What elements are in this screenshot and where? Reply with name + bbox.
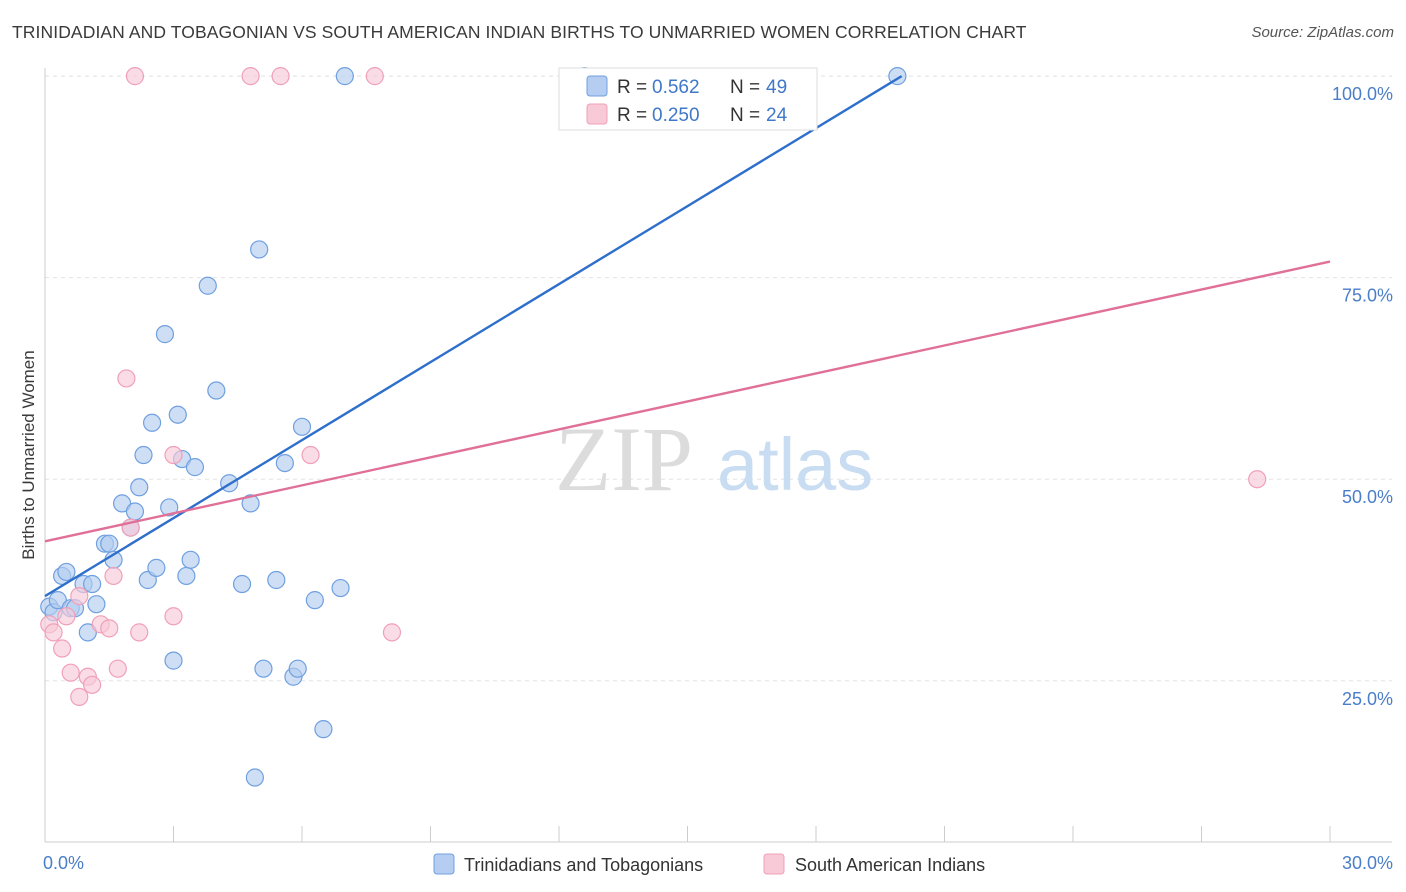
point-series-1-6 (70, 687, 89, 706)
point-series-0-17 (130, 478, 149, 497)
stats-r-value-blue: 0.562 (652, 77, 700, 98)
point-series-0-45 (331, 578, 350, 598)
point-series-0-28 (181, 550, 200, 569)
x-tick-label-0: 0.0% (43, 853, 84, 873)
point-series-1-18 (164, 607, 183, 626)
point-series-0-4 (57, 562, 76, 582)
watermark-atlas: atlas (717, 423, 873, 506)
stats-legend: R = 0.562 N = 49 R = 0.250 N = 24 (558, 67, 818, 131)
trend-line-series-1 (44, 260, 1331, 543)
point-series-1-15 (125, 67, 145, 86)
point-series-0-42 (292, 417, 312, 436)
point-series-0-38 (267, 570, 286, 590)
tick-labels: 25.0% 50.0% 75.0% 100.0% 0.0% 30.0% (43, 84, 1393, 873)
stats-n-value-pink: 24 (766, 105, 788, 126)
point-series-1-17 (164, 445, 183, 465)
stats-n-label-pink: N = (730, 105, 760, 126)
stats-swatch-blue (586, 75, 608, 97)
axes (44, 68, 1392, 843)
point-series-1-5 (70, 587, 89, 606)
point-series-1-11 (104, 566, 123, 586)
point-series-0-29 (185, 458, 205, 477)
point-series-0-44 (314, 720, 333, 739)
stats-n-value-blue: 49 (766, 77, 787, 98)
point-series-0-24 (164, 651, 183, 670)
watermark: ZIP atlas (555, 408, 873, 510)
data-points (40, 67, 1267, 787)
point-series-0-20 (142, 413, 162, 432)
stats-r-label-pink: R = (617, 105, 647, 126)
y-tick-label-1: 50.0% (1342, 487, 1393, 507)
point-series-0-2 (48, 591, 67, 610)
point-series-0-46 (335, 67, 354, 86)
point-series-0-27 (177, 566, 196, 586)
legend-label-trinidadians: Trinidadians and Tobagonians (464, 855, 703, 875)
legend-swatch-trinidadians (433, 853, 455, 875)
stats-swatch-pink (586, 103, 608, 125)
y-tick-label-2: 75.0% (1342, 286, 1393, 306)
y-tick-label-3: 100.0% (1332, 84, 1393, 104)
trend-lines (44, 75, 1331, 598)
point-series-0-16 (125, 502, 145, 521)
series-legend: Trinidadians and Tobagonians South Ameri… (433, 853, 985, 875)
point-series-1-22 (365, 67, 384, 86)
chart-title: TRINIDADIAN AND TOBAGONIAN VS SOUTH AMER… (12, 22, 1027, 42)
point-series-0-37 (254, 659, 273, 678)
point-series-1-3 (57, 607, 76, 626)
point-series-1-23 (382, 623, 402, 642)
point-series-1-12 (108, 659, 127, 678)
x-tick-label-1: 30.0% (1342, 853, 1393, 873)
point-series-1-21 (301, 445, 320, 465)
point-series-0-31 (207, 381, 226, 400)
stats-r-label-blue: R = (617, 77, 647, 98)
point-series-0-41 (288, 659, 307, 678)
point-series-0-30 (198, 276, 217, 295)
point-series-0-22 (155, 325, 175, 344)
point-series-1-10 (100, 619, 119, 638)
watermark-zip: ZIP (555, 408, 693, 510)
legend-swatch-south-american-indians (763, 853, 785, 875)
point-series-1-19 (241, 67, 260, 86)
point-series-0-12 (100, 534, 119, 553)
point-series-0-39 (275, 453, 294, 473)
point-series-0-35 (245, 768, 264, 787)
point-series-0-34 (241, 494, 260, 513)
point-series-0-14 (112, 494, 132, 513)
source-label: Source: ZipAtlas.com (1251, 24, 1394, 41)
point-series-1-16 (130, 623, 149, 642)
point-series-0-10 (87, 595, 106, 614)
point-series-0-23 (160, 498, 179, 517)
y-axis-label: Births to Unmarried Women (19, 350, 38, 559)
point-series-0-9 (83, 574, 102, 594)
point-series-0-33 (232, 574, 252, 594)
stats-r-value-pink: 0.250 (652, 105, 700, 126)
point-series-0-8 (78, 623, 97, 642)
point-series-1-2 (53, 639, 72, 658)
point-series-1-8 (83, 675, 102, 694)
y-tick-label-0: 25.0% (1342, 689, 1393, 709)
point-series-0-18 (134, 445, 153, 465)
point-series-1-24 (1248, 470, 1267, 489)
point-series-1-13 (117, 369, 136, 388)
point-series-0-21 (147, 558, 166, 577)
point-series-0-25 (168, 405, 187, 424)
point-series-0-36 (250, 240, 269, 259)
point-series-1-4 (61, 663, 80, 682)
stats-n-label-blue: N = (730, 77, 760, 98)
point-series-0-43 (305, 591, 324, 610)
legend-label-south-american-indians: South American Indians (795, 855, 985, 875)
point-series-1-20 (271, 67, 290, 86)
point-series-1-1 (44, 623, 63, 642)
